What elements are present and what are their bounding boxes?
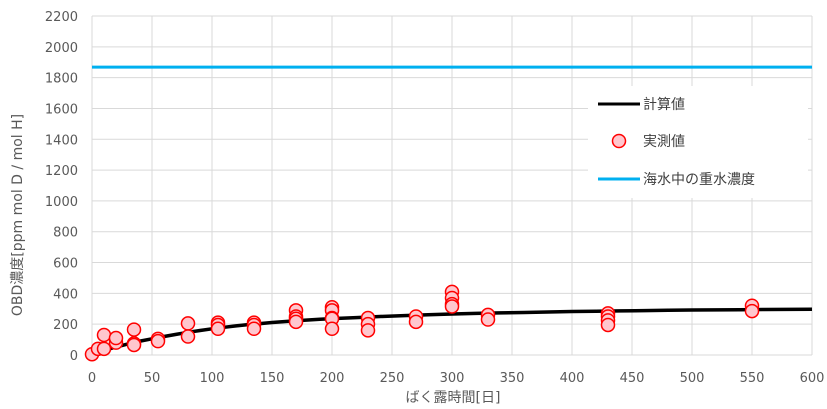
legend-label-calculated: 計算値 [643,97,685,113]
measured-point [444,299,460,314]
legend-label-measured: 実測値 [643,134,685,150]
measured-point [288,314,304,330]
measured-point [126,322,142,337]
x-tick-label: 50 [144,371,161,386]
measured-point [480,312,496,327]
gridlines [91,15,813,356]
y-axis-label: OBD濃度[ppm mol D / mol H] [10,114,26,316]
measured-point [360,323,376,338]
x-tick-label: 0 [88,371,96,386]
measured-point [96,341,112,357]
measured-point [96,327,112,343]
measured-point [180,316,196,331]
x-tick-label: 100 [200,371,225,386]
x-tick-label: 500 [680,371,705,386]
legend-label-seawater: 海水中の重水濃度 [643,172,755,188]
measured-point [246,321,262,337]
measured-point [108,330,124,346]
measured-point [744,303,760,319]
y-tick-label: 1800 [45,72,78,87]
y-tick-label: 2200 [45,10,78,25]
y-tick-label: 400 [53,287,78,302]
y-tick-label: 0 [70,349,78,364]
legend: 計算値 実測値 海水中の重水濃度 [588,86,808,198]
measured-point [210,321,226,337]
x-tick-label: 600 [800,371,825,386]
measured-point [150,333,166,349]
legend-marker-sample [611,133,627,149]
x-tick-label: 400 [560,371,585,386]
series-layer [84,65,813,362]
y-tick-label: 1600 [45,102,78,117]
y-tick-label: 600 [53,257,78,272]
measured-point [324,321,340,337]
measured-point [126,337,142,353]
y-tick-label: 2000 [45,41,78,56]
y-tick-label: 800 [53,226,78,241]
y-tick-label: 1000 [45,195,78,210]
x-tick-labels: 0 50 100 150 200 250 300 350 400 450 500 550 600 [88,371,825,386]
x-tick-label: 300 [440,371,465,386]
measured-point [600,317,616,333]
y-tick-label: 200 [53,318,78,333]
x-tick-label: 550 [740,371,765,386]
x-tick-label: 250 [380,371,405,386]
x-tick-label: 450 [620,371,645,386]
measured-point [180,329,196,344]
x-tick-label: 350 [500,371,525,386]
measured-point [408,314,424,330]
y-tick-label: 1400 [45,133,78,148]
x-tick-label: 200 [320,371,345,386]
x-tick-label: 150 [260,371,285,386]
y-tick-labels: 0 200 400 600 800 1000 1200 1400 1600 1800 2000 220… [45,10,78,364]
x-axis-label: ばく露時間[日] [406,390,501,406]
y-tick-label: 1200 [45,164,78,179]
